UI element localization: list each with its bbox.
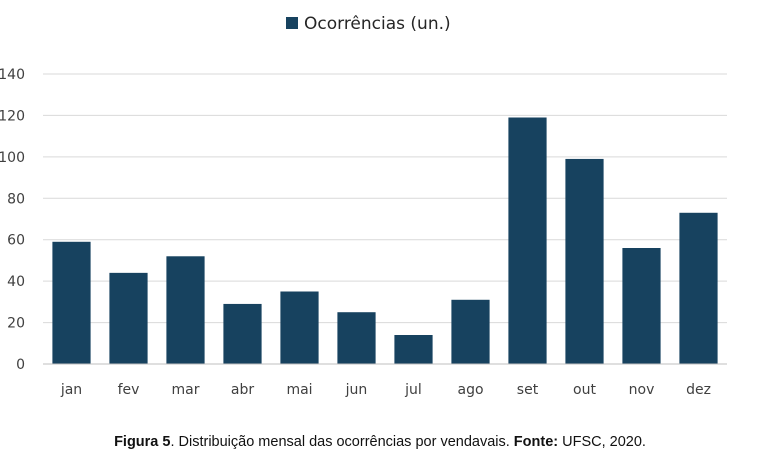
caption-source-text: UFSC, 2020. bbox=[558, 434, 646, 450]
y-tick-label: 0 bbox=[16, 357, 25, 373]
legend-swatch bbox=[286, 17, 298, 29]
y-tick-label: 80 bbox=[7, 191, 25, 207]
x-tick-label: ago bbox=[457, 382, 483, 398]
y-axis: 0 20 40 60 80 100 120 140 bbox=[0, 67, 25, 373]
x-tick-label: jan bbox=[60, 382, 82, 398]
x-tick-label: fev bbox=[118, 382, 140, 398]
bar-jan bbox=[52, 241, 91, 364]
caption-figure-label: Figura 5 bbox=[114, 434, 171, 450]
x-tick-label: mai bbox=[286, 382, 312, 398]
y-tick-label: 20 bbox=[7, 316, 25, 332]
caption-text: . Distribuição mensal das ocorrências po… bbox=[170, 434, 514, 450]
x-tick-label: jun bbox=[345, 382, 368, 398]
bar-nov bbox=[622, 248, 661, 364]
y-tick-label: 140 bbox=[0, 67, 25, 83]
x-tick-label: jul bbox=[404, 382, 422, 398]
bar-mai bbox=[280, 291, 319, 364]
bar-mar bbox=[166, 256, 205, 364]
x-tick-label: set bbox=[517, 382, 539, 398]
caption-source-label: Fonte: bbox=[513, 434, 559, 450]
x-tick-label: abr bbox=[231, 382, 254, 398]
y-tick-label: 120 bbox=[0, 108, 25, 124]
bar-abr bbox=[223, 303, 262, 364]
legend-label: Ocorrências (un.) bbox=[304, 14, 451, 34]
x-axis: jan fev mar abr mai jun jul ago set out nov dez bbox=[43, 363, 727, 398]
gridlines bbox=[43, 73, 727, 324]
bar-dez bbox=[679, 212, 718, 364]
x-tick-label: mar bbox=[172, 382, 200, 398]
x-tick-label: out bbox=[573, 382, 596, 398]
y-tick-label: 60 bbox=[7, 233, 25, 249]
bars bbox=[52, 117, 718, 364]
y-tick-label: 40 bbox=[7, 274, 25, 290]
x-tick-label: dez bbox=[686, 382, 711, 398]
bar-out bbox=[565, 158, 604, 364]
legend: Ocorrências (un.) bbox=[286, 14, 451, 34]
bar-ago bbox=[451, 299, 490, 364]
bar-set bbox=[508, 117, 547, 364]
bar-chart: 0 20 40 60 80 100 120 140 jan fev mar abr mai jun jul… bbox=[0, 14, 727, 398]
x-tick-label: nov bbox=[629, 382, 655, 398]
bar-jul bbox=[394, 335, 433, 364]
figure-caption: Figura 5. Distribuição mensal das ocorrê… bbox=[0, 434, 760, 450]
bar-fev bbox=[109, 272, 148, 364]
bar-jun bbox=[337, 312, 376, 364]
y-tick-label: 100 bbox=[0, 150, 25, 166]
